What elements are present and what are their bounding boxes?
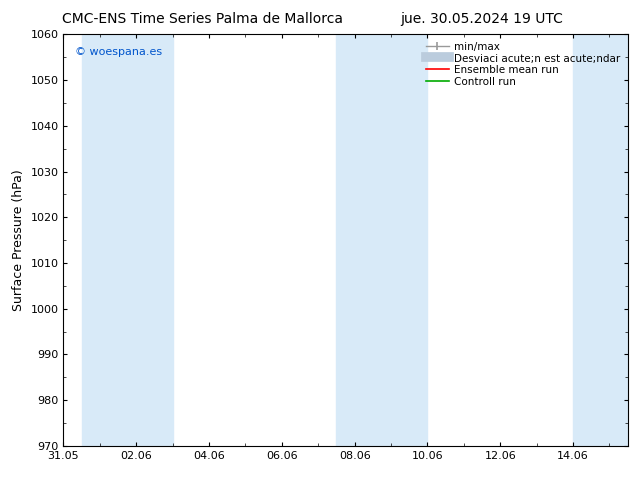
Legend: min/max, Desviaci acute;n est acute;ndar, Ensemble mean run, Controll run: min/max, Desviaci acute;n est acute;ndar… <box>424 40 623 89</box>
Bar <box>82 34 100 446</box>
Bar <box>391 34 427 446</box>
Y-axis label: Surface Pressure (hPa): Surface Pressure (hPa) <box>12 169 25 311</box>
Text: jue. 30.05.2024 19 UTC: jue. 30.05.2024 19 UTC <box>401 12 563 26</box>
Bar <box>337 34 373 446</box>
Bar <box>373 34 391 446</box>
Text: © woespana.es: © woespana.es <box>75 47 162 57</box>
Bar <box>573 34 628 446</box>
Text: CMC-ENS Time Series Palma de Mallorca: CMC-ENS Time Series Palma de Mallorca <box>62 12 344 26</box>
Bar <box>100 34 172 446</box>
